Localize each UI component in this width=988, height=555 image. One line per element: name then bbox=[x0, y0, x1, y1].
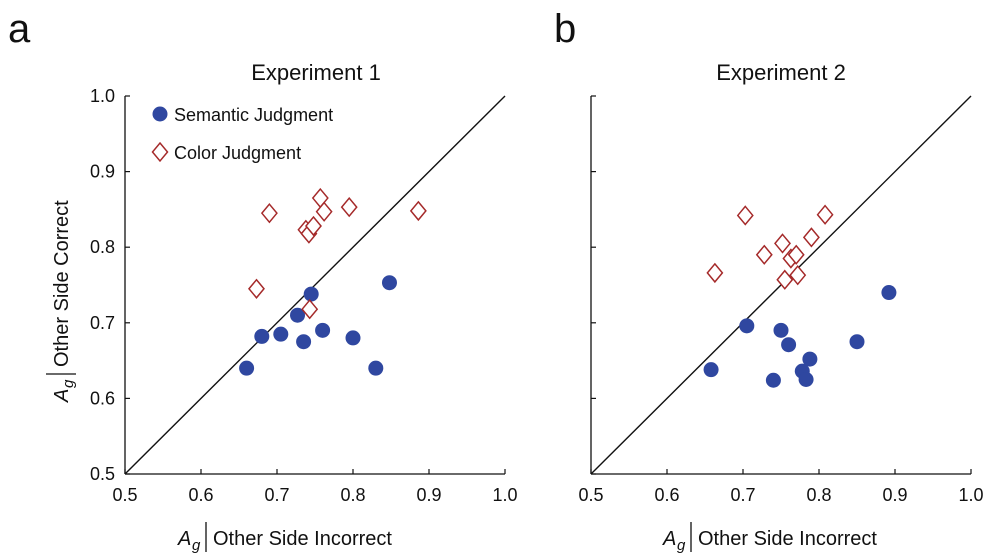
panel-b-xtick-label: 0.8 bbox=[806, 485, 831, 505]
panel-a-color-point bbox=[340, 196, 358, 218]
panel-a-semantic-point bbox=[290, 307, 306, 323]
panel-b-semantic-point bbox=[781, 337, 797, 353]
panel-b-semantic-point bbox=[703, 362, 719, 378]
legend-semantic-label: Semantic Judgment bbox=[174, 105, 333, 125]
panel-a-semantic-point bbox=[239, 360, 255, 376]
panel-a-color-point bbox=[305, 215, 322, 237]
panel-b-xtick-label: 0.9 bbox=[882, 485, 907, 505]
panel-b-color-point bbox=[802, 227, 820, 248]
panel-a-xtick-label: 0.9 bbox=[416, 485, 441, 505]
panel-b-semantic-point bbox=[802, 351, 818, 367]
panel-b-xlabel-sub: g bbox=[677, 537, 686, 554]
panel-a-semantic-point bbox=[303, 286, 319, 302]
panel-a-ytick-label: 0.5 bbox=[90, 464, 115, 484]
panel-a-ytick-label: 0.7 bbox=[90, 313, 115, 333]
panel-a-ylabel: A g Other Side Correct bbox=[46, 200, 77, 403]
panel-a-letter: a bbox=[8, 7, 31, 51]
panel-a-ylabel-text: Other Side Correct bbox=[51, 200, 73, 367]
panel-b-semantic-point bbox=[798, 372, 814, 387]
panel-a-plot: 0.5 0.6 0.7 0.8 0.9 1.0 0.5 0.6 0.7 0.8 0.9 1.0 Sema… bbox=[90, 86, 518, 505]
panel-a-semantic-point bbox=[315, 322, 331, 338]
panel-a-xlabel: A g Other Side Incorrect bbox=[177, 522, 392, 554]
legend-color-marker bbox=[151, 141, 169, 163]
panel-b-plot: 0.5 0.6 0.7 0.8 0.9 1.0 bbox=[578, 95, 984, 505]
panel-a-ytick-label: 0.8 bbox=[90, 237, 115, 257]
panel-a-xlabel-text: Other Side Incorrect bbox=[213, 528, 392, 550]
panel-b-color-point bbox=[816, 204, 834, 225]
panel-b-xlabel-symbol: A bbox=[662, 528, 676, 550]
panel-b-color-point bbox=[787, 244, 805, 265]
panel-a-semantic-point bbox=[345, 330, 361, 346]
panel-b-title: Experiment 2 bbox=[716, 60, 846, 85]
panel-b-color-point bbox=[706, 262, 724, 284]
panel-b-xlabel: A g Other Side Incorrect bbox=[662, 522, 877, 554]
panel-b-color-point bbox=[736, 205, 754, 226]
panel-b-semantic-point bbox=[765, 372, 781, 388]
panel-a-diagonal-line bbox=[124, 95, 506, 475]
panel-a-ytick-label: 0.6 bbox=[90, 388, 115, 408]
panel-a-semantic-point bbox=[273, 326, 289, 342]
panel-a-semantic-point bbox=[368, 360, 384, 376]
panel-a-semantic-point bbox=[381, 275, 397, 291]
panel-a-xtick-label: 0.6 bbox=[188, 485, 213, 505]
panel-a-ytick-label: 0.9 bbox=[90, 162, 115, 182]
panel-b-xtick-label: 0.7 bbox=[730, 485, 755, 505]
panel-a-semantic-point bbox=[296, 334, 312, 350]
panel-b-semantic-point bbox=[881, 285, 897, 301]
panel-b-xtick-label: 1.0 bbox=[958, 485, 983, 505]
panel-b-color-point bbox=[789, 265, 807, 286]
legend-semantic-marker bbox=[152, 106, 168, 122]
panel-b-xtick-label: 0.5 bbox=[578, 485, 603, 505]
panel-b-xtick-label: 0.6 bbox=[654, 485, 679, 505]
panel-a-title: Experiment 1 bbox=[251, 60, 381, 85]
panel-b-color-point bbox=[776, 269, 794, 290]
panel-a-xtick-label: 0.8 bbox=[340, 485, 365, 505]
panel-a-ylabel-symbol: A bbox=[51, 389, 73, 403]
panel-b-semantic-point bbox=[773, 322, 789, 338]
legend-color-label: Color Judgment bbox=[174, 143, 301, 163]
panel-a-xtick-label: 0.5 bbox=[112, 485, 137, 505]
panel-b-color-point bbox=[755, 244, 773, 265]
panel-b-color-point bbox=[774, 233, 791, 254]
panel-a-xlabel-sub: g bbox=[192, 537, 201, 554]
panel-b-semantic-point bbox=[739, 318, 755, 334]
panel-b-semantic-point bbox=[849, 334, 865, 350]
panel-a-ylabel-sub: g bbox=[60, 379, 77, 388]
panel-a-color-point bbox=[248, 278, 265, 299]
panel-a-color-point bbox=[301, 299, 319, 320]
panel-a-xtick-label: 1.0 bbox=[492, 485, 517, 505]
panel-b-letter: b bbox=[554, 7, 576, 51]
panel-a-ytick-label: 1.0 bbox=[90, 86, 115, 106]
panel-a-xlabel-symbol: A bbox=[177, 528, 191, 550]
panel-a-color-point bbox=[260, 203, 278, 224]
panel-a-color-point bbox=[409, 200, 427, 222]
panel-b-xlabel-text: Other Side Incorrect bbox=[698, 528, 877, 550]
panel-a-color-point bbox=[315, 201, 333, 222]
panel-a-xtick-label: 0.7 bbox=[264, 485, 289, 505]
panel-a-semantic-point bbox=[254, 328, 270, 344]
